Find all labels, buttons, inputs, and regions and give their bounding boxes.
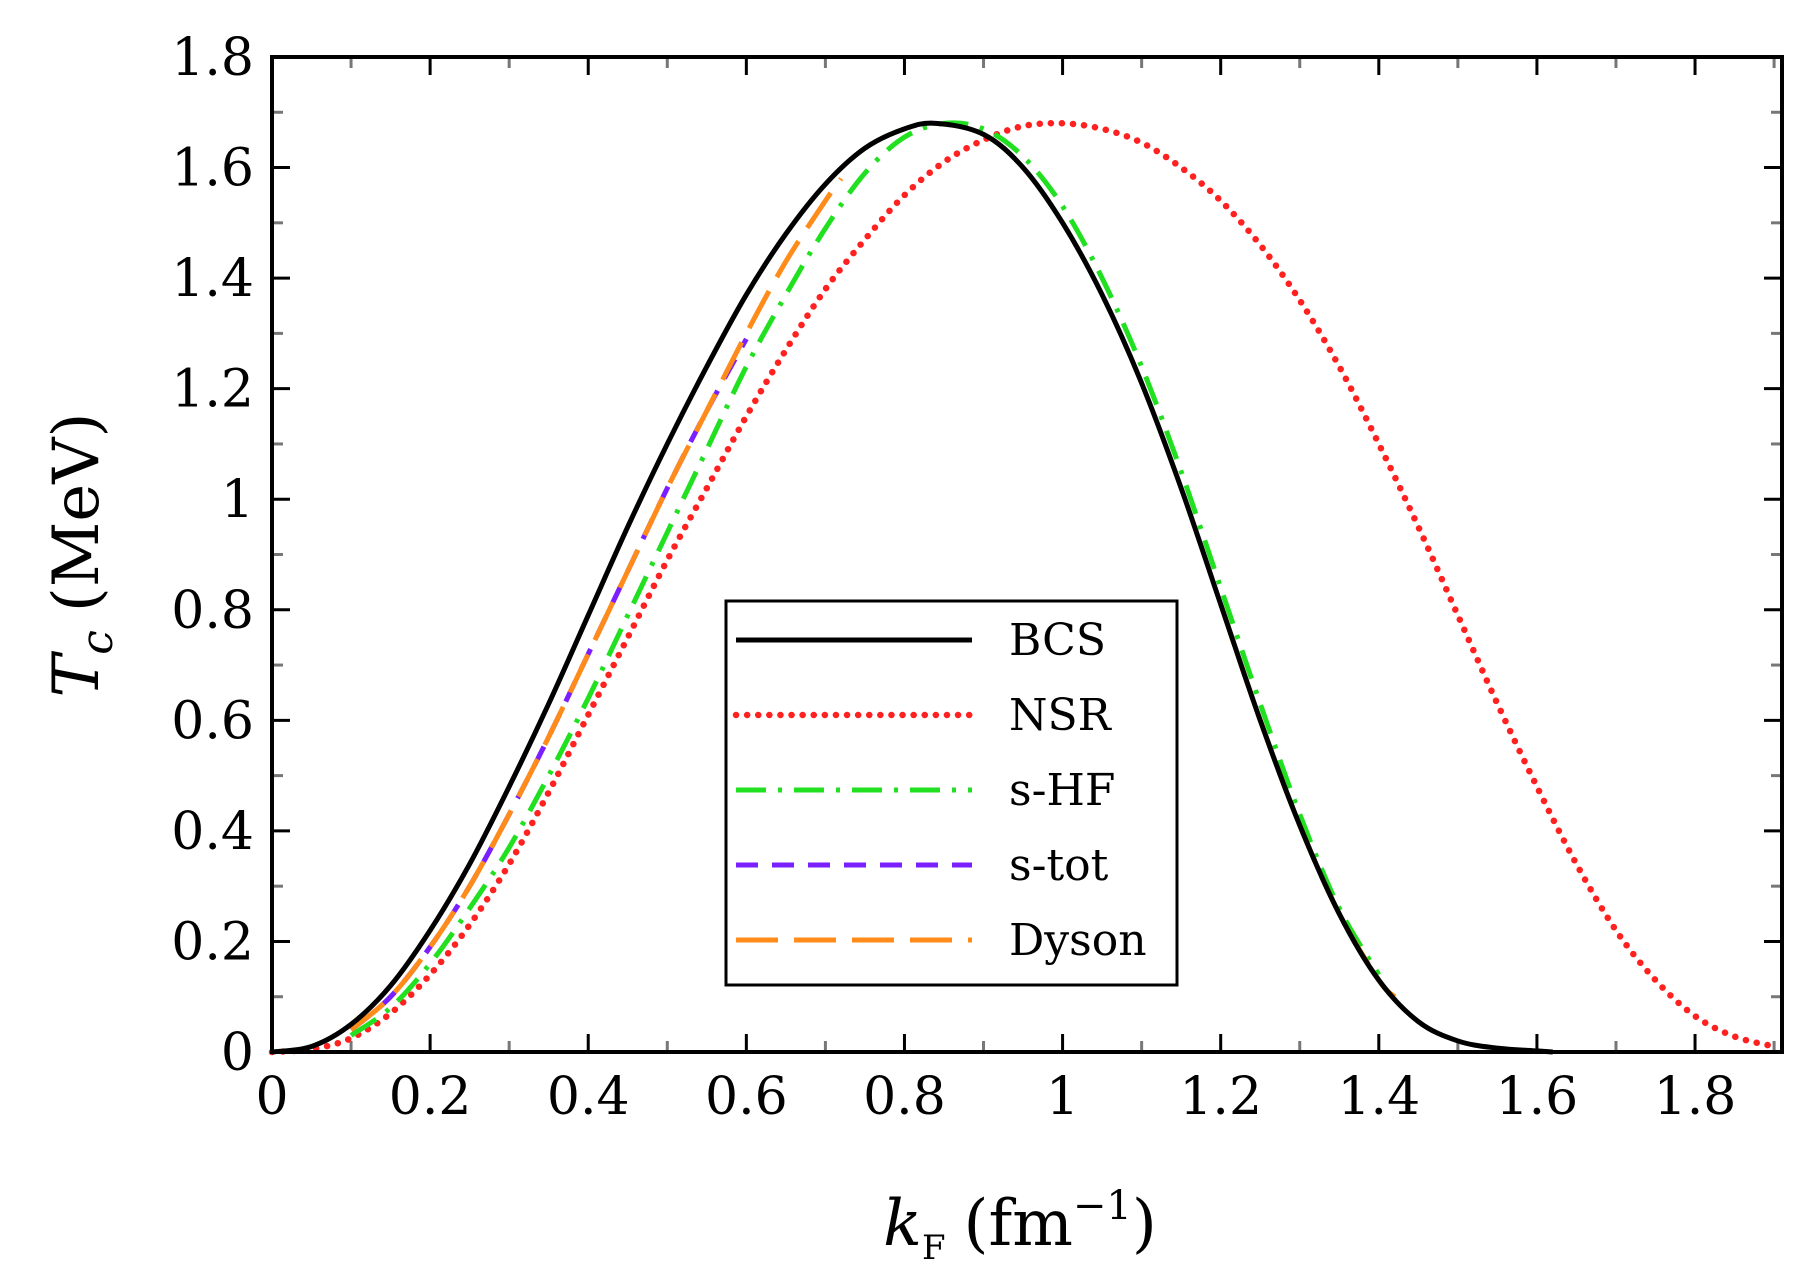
legend-label-s-tot: s-tot: [1009, 840, 1109, 891]
series-line-nsr: [268, 119, 1778, 1056]
x-tick-label: 0.6: [705, 1067, 788, 1127]
legend-label-dyson: Dyson: [1009, 915, 1147, 966]
x-tick-label: 1.2: [1179, 1067, 1262, 1127]
x-tick-label: 1.6: [1496, 1067, 1579, 1127]
legend-label-nsr: NSR: [1009, 690, 1113, 741]
y-tick-label: 1.2: [171, 360, 254, 420]
x-tick-label: 0.4: [547, 1067, 630, 1127]
legend: BCS NSR s-HF s-tot Dyson: [724, 599, 1179, 987]
y-axis-subscript: c: [72, 630, 123, 655]
series-group: [268, 119, 1778, 1056]
y-tick-label: 0.2: [171, 912, 254, 972]
y-tick-label: 1.4: [171, 249, 254, 309]
y-tick-label: 1: [221, 470, 254, 530]
series-line-s-hf: [349, 120, 1381, 1038]
y-tick-label: 0.8: [171, 581, 254, 641]
x-axis-unit-close: ): [1132, 1187, 1157, 1261]
y-axis-title: Tc (MeV): [40, 413, 123, 698]
series-line-dyson: [349, 177, 844, 1032]
y-tick-labels: 0 0.2 0.4 0.6 0.8 1 1.2 1.4 1.6 1.8: [171, 28, 254, 1083]
legend-label-s-hf: s-HF: [1009, 765, 1115, 816]
legend-entries: BCS NSR s-HF s-tot Dyson: [732, 615, 1147, 966]
y-axis-symbol: T: [40, 650, 114, 697]
x-tick-label: 0: [255, 1067, 288, 1127]
y-tick-label: 0: [221, 1023, 254, 1083]
x-axis-unit-exponent: −1: [1073, 1183, 1132, 1229]
x-tick-label: 0.2: [389, 1067, 472, 1127]
x-tick-labels: 0 0.2 0.4 0.6 0.8 1 1.2 1.4 1.6 1.8: [255, 1067, 1736, 1127]
legend-label-bcs: BCS: [1009, 615, 1106, 666]
x-axis-title: kF (fm−1): [883, 1183, 1157, 1268]
x-axis-unit: (fm: [964, 1187, 1073, 1261]
y-tick-label: 1.6: [171, 139, 254, 199]
legend-box: [724, 599, 1179, 987]
x-tick-label: 0.8: [863, 1067, 946, 1127]
y-tick-label: 0.6: [171, 691, 254, 751]
x-tick-label: 1: [1046, 1067, 1079, 1127]
plot-frame: [270, 55, 1784, 1054]
x-tick-label: 1.8: [1654, 1067, 1737, 1127]
y-tick-label: 1.8: [171, 28, 254, 88]
y-axis-unit: (MeV): [40, 413, 114, 613]
x-axis-symbol: k: [883, 1187, 922, 1261]
y-tick-label: 0.4: [171, 802, 254, 862]
x-tick-label: 1.4: [1337, 1067, 1420, 1127]
series-line-bcs: [271, 120, 1553, 1055]
x-axis-subscript: F: [922, 1228, 946, 1268]
